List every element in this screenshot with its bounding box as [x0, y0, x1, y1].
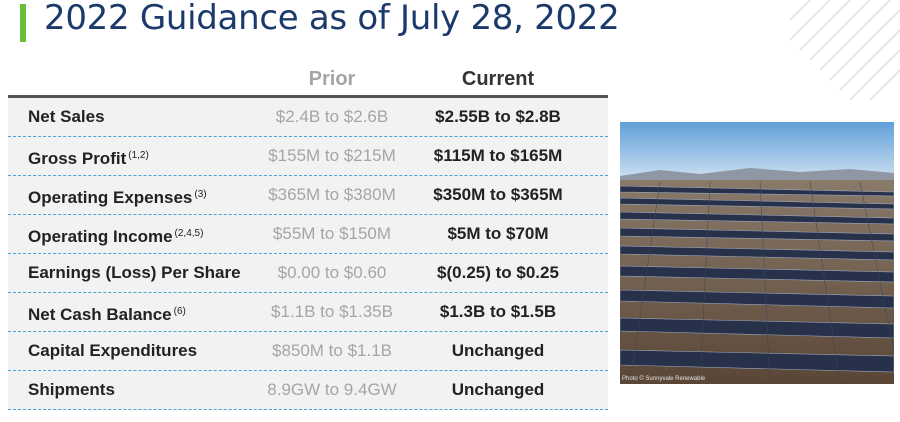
- current-value: $(0.25) to $0.25: [437, 263, 559, 282]
- table-row: Operating Income (2,4,5) $55M to $150M $5M …: [8, 215, 608, 254]
- header-current: Current: [461, 68, 535, 90]
- title-accent-bar: [20, 4, 26, 42]
- footnote-ref: (2,4,5): [174, 228, 204, 239]
- footnote-ref: (1,2): [128, 150, 149, 161]
- current-value: Unchanged: [451, 341, 545, 360]
- table-row: Earnings (Loss) Per Share $0.00 to $0.60 $…: [8, 254, 608, 293]
- row-label: Net Sales: [28, 98, 105, 136]
- row-label: Net Cash Balance (6): [28, 293, 186, 334]
- row-label-text: Net Sales: [28, 107, 105, 126]
- row-label: Gross Profit (1,2): [28, 137, 149, 178]
- prior-value: $365M to $380M: [268, 185, 396, 204]
- row-label-text: Operating Expenses: [28, 188, 193, 207]
- row-label: Capital Expenditures: [28, 332, 197, 370]
- footnote-ref: (6): [173, 306, 186, 317]
- page-title: 2022 Guidance as of July 28, 2022: [44, 0, 620, 38]
- row-label: Operating Expenses (3): [28, 176, 207, 217]
- prior-value: $850M to $1.1B: [271, 341, 393, 360]
- solar-farm-photo: Photo © Sunnyvale Renewable: [620, 122, 894, 384]
- current-value: $2.55B to $2.8B: [435, 107, 561, 126]
- table-row: Shipments 8.9GW to 9.4GW Unchanged: [8, 371, 608, 410]
- row-label-text: Capital Expenditures: [28, 341, 198, 360]
- table-header: Prior Current: [8, 62, 608, 98]
- prior-value: 8.9GW to 9.4GW: [267, 380, 397, 399]
- current-value: $1.3B to $1.5B: [439, 302, 557, 321]
- row-label: Shipments: [28, 371, 115, 409]
- table-row: Gross Profit (1,2) $155M to $215M $115M to …: [8, 137, 608, 176]
- row-label: Operating Income (2,4,5): [28, 215, 203, 256]
- row-label-text: Gross Profit: [28, 149, 127, 168]
- row-label: Earnings (Loss) Per Share: [28, 254, 241, 292]
- row-label-text: Operating Income: [28, 227, 173, 246]
- table-row: Net Sales $2.4B to $2.6B $2.55B to $2.8B: [8, 98, 608, 137]
- photo-credit: Photo © Sunnyvale Renewable: [622, 376, 706, 382]
- row-label-text: Net Cash Balance: [28, 305, 172, 324]
- current-value: $115M to $165M: [433, 146, 563, 165]
- table-row: Capital Expenditures $850M to $1.1B Unchan…: [8, 332, 608, 371]
- table-row: Net Cash Balance (6) $1.1B to $1.35B $1.3B …: [8, 293, 608, 332]
- current-value: $350M to $365M: [433, 185, 563, 204]
- row-label-text: Earnings (Loss) Per Share: [28, 263, 241, 282]
- decorative-stripes: [790, 0, 900, 101]
- current-value: $5M to $70M: [447, 224, 549, 243]
- table-row: Operating Expenses (3) $365M to $380M $350M…: [8, 176, 608, 215]
- current-value: Unchanged: [451, 380, 545, 399]
- footnote-ref: (3): [194, 189, 207, 200]
- table-body: Net Sales $2.4B to $2.6B $2.55B to $2.8B Gr…: [8, 98, 608, 410]
- prior-value: $2.4B to $2.6B: [275, 107, 389, 126]
- guidance-table: Prior Current Net Sales $2.4B to $2.6B $2.…: [8, 62, 608, 410]
- prior-value: $155M to $215M: [268, 146, 396, 165]
- prior-value: $0.00 to $0.60: [277, 263, 387, 282]
- header-prior: Prior: [308, 68, 356, 90]
- prior-value: $1.1B to $1.35B: [271, 302, 393, 321]
- prior-value: $55M to $150M: [272, 224, 392, 243]
- row-label-text: Shipments: [28, 380, 115, 399]
